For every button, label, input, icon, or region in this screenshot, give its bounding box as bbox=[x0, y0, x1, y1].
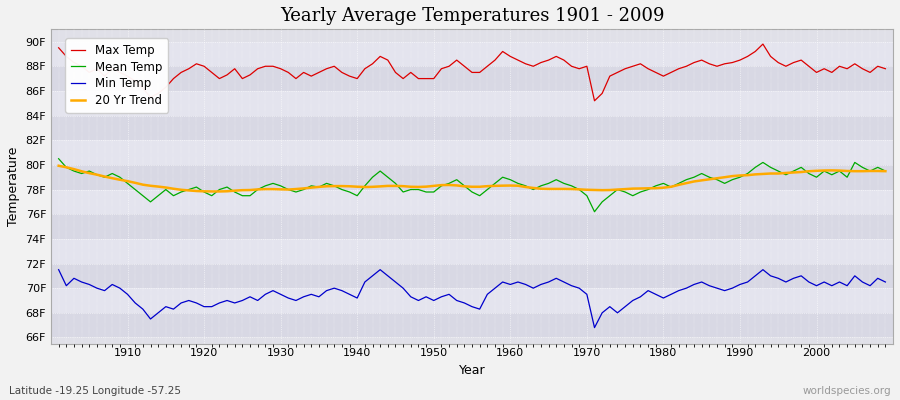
Bar bbox=[51, 91, 893, 116]
Bar bbox=[51, 165, 893, 190]
Title: Yearly Average Temperatures 1901 - 2009: Yearly Average Temperatures 1901 - 2009 bbox=[280, 7, 664, 25]
Mean Temp bbox=[283, 187, 293, 192]
Mean Temp bbox=[590, 209, 600, 214]
Line: Max Temp: Max Temp bbox=[58, 44, 886, 101]
Mean Temp bbox=[505, 177, 516, 182]
Max Temp bbox=[283, 70, 293, 75]
Min Temp bbox=[605, 304, 616, 309]
Max Temp bbox=[114, 70, 125, 75]
Min Temp bbox=[497, 280, 508, 284]
Mean Temp bbox=[53, 156, 64, 161]
Text: Latitude -19.25 Longitude -57.25: Latitude -19.25 Longitude -57.25 bbox=[9, 386, 181, 396]
Min Temp bbox=[880, 280, 891, 284]
Min Temp bbox=[505, 282, 516, 287]
Bar bbox=[51, 140, 893, 165]
Line: 20 Yr Trend: 20 Yr Trend bbox=[58, 166, 886, 192]
Bar bbox=[51, 239, 893, 264]
Max Temp bbox=[497, 49, 508, 54]
20 Yr Trend bbox=[880, 169, 891, 174]
20 Yr Trend bbox=[206, 189, 217, 194]
Bar bbox=[51, 42, 893, 66]
Mean Temp bbox=[880, 169, 891, 174]
20 Yr Trend bbox=[291, 187, 302, 192]
Text: worldspecies.org: worldspecies.org bbox=[803, 386, 891, 396]
Max Temp bbox=[328, 64, 339, 69]
Mean Temp bbox=[497, 175, 508, 180]
Min Temp bbox=[328, 286, 339, 290]
20 Yr Trend bbox=[114, 177, 125, 182]
Mean Temp bbox=[114, 175, 125, 180]
20 Yr Trend bbox=[605, 188, 616, 192]
Max Temp bbox=[758, 42, 769, 46]
Max Temp bbox=[505, 54, 516, 59]
Line: Mean Temp: Mean Temp bbox=[58, 159, 886, 212]
Bar bbox=[51, 288, 893, 313]
Max Temp bbox=[590, 98, 600, 103]
Bar bbox=[51, 66, 893, 91]
Min Temp bbox=[53, 267, 64, 272]
20 Yr Trend bbox=[505, 183, 516, 188]
20 Yr Trend bbox=[337, 184, 347, 188]
Max Temp bbox=[605, 74, 616, 78]
Min Temp bbox=[114, 286, 125, 290]
Mean Temp bbox=[328, 184, 339, 188]
Bar bbox=[51, 313, 893, 338]
20 Yr Trend bbox=[53, 163, 64, 168]
20 Yr Trend bbox=[513, 183, 524, 188]
Min Temp bbox=[590, 325, 600, 330]
Mean Temp bbox=[605, 193, 616, 198]
Bar bbox=[51, 214, 893, 239]
Line: Min Temp: Min Temp bbox=[58, 270, 886, 328]
X-axis label: Year: Year bbox=[459, 364, 485, 377]
Min Temp bbox=[283, 296, 293, 300]
Y-axis label: Temperature: Temperature bbox=[7, 147, 20, 226]
Legend: Max Temp, Mean Temp, Min Temp, 20 Yr Trend: Max Temp, Mean Temp, Min Temp, 20 Yr Tre… bbox=[66, 38, 168, 113]
Bar bbox=[51, 116, 893, 140]
Bar bbox=[51, 190, 893, 214]
Bar bbox=[51, 264, 893, 288]
Max Temp bbox=[53, 45, 64, 50]
Max Temp bbox=[880, 66, 891, 71]
